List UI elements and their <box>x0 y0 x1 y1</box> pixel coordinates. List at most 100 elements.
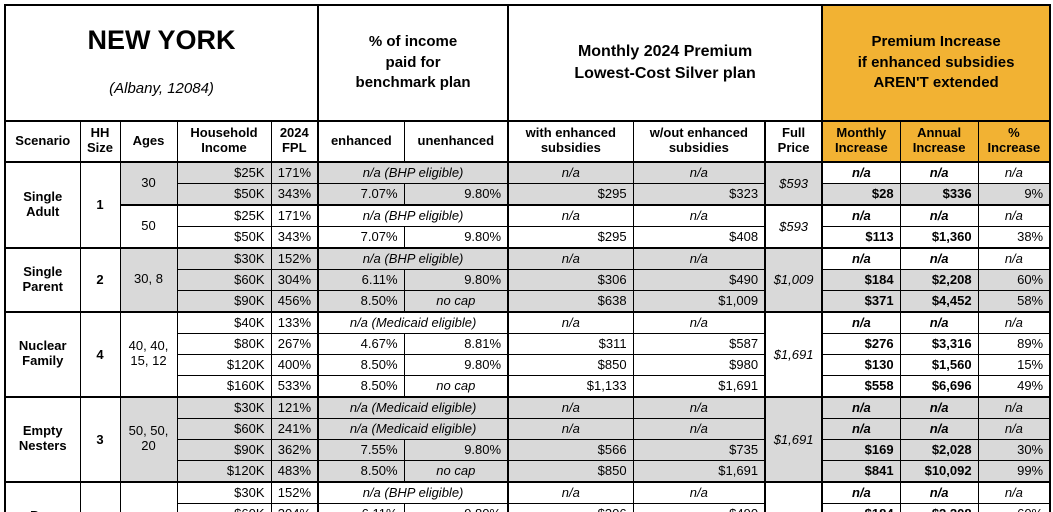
monthly-increase-cell: n/a <box>821 480 901 504</box>
table-row: $160K 533% 8.50% no cap $1,133 $1,691 $558 $6,6… <box>5 374 1051 398</box>
ages-cell: 60, 60 <box>119 480 178 512</box>
unenhanced-pct-cell: 9.80% <box>403 182 509 206</box>
pct-increase-cell: 9% <box>977 182 1051 206</box>
annual-increase-cell: n/a <box>899 395 979 419</box>
annual-increase-cell: $2,028 <box>899 438 979 461</box>
table-row: 50 $25K 171% n/a (BHP eligible) n/a n/a $593 n/… <box>5 203 1051 249</box>
wout-subsidies-cell: n/a <box>632 417 766 440</box>
benchmark-eligibility-cell: n/a (Medicaid eligible) <box>317 310 509 334</box>
income-cell: $90K <box>176 289 272 313</box>
unenhanced-pct-cell: 8.81% <box>403 332 509 355</box>
fpl-cell: 152% <box>270 480 319 504</box>
full-price-cell: $1,187 <box>764 480 823 512</box>
pct-increase-cell: 49% <box>977 374 1051 398</box>
income-cell: $25K <box>176 161 272 184</box>
wout-subsidies-cell: $408 <box>632 225 766 249</box>
header-band-columns: Scenario HH Size Ages Household Income 2… <box>4 120 1051 163</box>
pct-increase-cell: 60% <box>977 268 1051 291</box>
scenario-cell: Empty Nesters <box>4 395 81 483</box>
state-title: NEW YORK <box>87 25 236 56</box>
monthly-increase-cell: $558 <box>821 374 901 398</box>
monthly-increase-cell: n/a <box>821 395 901 419</box>
hh-size-cell: 4 <box>79 310 121 398</box>
fpl-cell: 304% <box>270 502 319 512</box>
benchmark-eligibility-cell: n/a (BHP eligible) <box>317 161 509 184</box>
fpl-cell: 241% <box>270 417 319 440</box>
unenhanced-pct-cell: no cap <box>403 374 509 398</box>
benchmark-eligibility-cell: n/a (BHP eligible) <box>317 203 509 227</box>
wout-subsidies-cell: $1,691 <box>632 374 766 398</box>
col-header-hh-size: HH Size <box>79 120 121 163</box>
annual-increase-cell: n/a <box>899 310 979 334</box>
with-subsidies-cell: n/a <box>507 203 634 227</box>
wout-subsidies-cell: n/a <box>632 203 766 227</box>
annual-increase-cell: $2,208 <box>899 268 979 291</box>
fpl-cell: 171% <box>270 203 319 227</box>
monthly-increase-cell: $371 <box>821 289 901 313</box>
wout-subsidies-cell: n/a <box>632 246 766 270</box>
unenhanced-pct-cell: 9.80% <box>403 225 509 249</box>
monthly-increase-cell: n/a <box>821 246 901 270</box>
table-header: NEW YORK (Albany, 12084) % of income pai… <box>4 4 1051 163</box>
ages-cell: 50, 50, 20 <box>119 395 178 483</box>
monthly-increase-cell: n/a <box>821 417 901 440</box>
benchmark-eligibility-cell: n/a (Medicaid eligible) <box>317 395 509 419</box>
income-cell: $30K <box>176 480 272 504</box>
income-cell: $30K <box>176 395 272 419</box>
with-subsidies-cell: $1,133 <box>507 374 634 398</box>
table-row: Single Adult 1 30 $25K 171% n/a (BHP eligible… <box>4 161 1051 249</box>
wout-subsidies-cell: $587 <box>632 332 766 355</box>
table-row: $120K 400% 8.50% 9.80% $850 $980 $130 $1,560 15% <box>5 353 1051 376</box>
with-subsidies-cell: $566 <box>507 438 634 461</box>
fpl-cell: 121% <box>270 395 319 419</box>
monthly-increase-cell: $28 <box>821 182 901 206</box>
with-subsidies-cell: n/a <box>507 395 634 419</box>
state-location: (Albany, 12084) <box>109 80 214 98</box>
benchmark-eligibility-cell: n/a (Medicaid eligible) <box>317 417 509 440</box>
income-cell: $60K <box>176 417 272 440</box>
full-price-cell: $1,009 <box>764 246 823 313</box>
scenario-cell: Single Adult <box>4 161 81 249</box>
enhanced-pct-cell: 8.50% <box>317 353 405 376</box>
annual-increase-cell: n/a <box>899 480 979 504</box>
annual-increase-cell: $1,360 <box>899 225 979 249</box>
enhanced-pct-cell: 7.55% <box>317 438 405 461</box>
table-row: Empty Nesters 3 50, 50, 20 $30K 121% n/a (Med… <box>4 395 1051 483</box>
table-row: $90K 362% 7.55% 9.80% $566 $735 $169 $2,028 30% <box>5 438 1051 461</box>
income-cell: $50K <box>176 225 272 249</box>
fpl-cell: 133% <box>270 310 319 334</box>
enhanced-pct-cell: 4.67% <box>317 332 405 355</box>
monthly-increase-cell: n/a <box>821 310 901 334</box>
hh-size-cell: 1 <box>79 161 121 249</box>
monthly-increase-cell: $184 <box>821 502 901 512</box>
col-header-enhanced: enhanced <box>317 120 405 163</box>
premium-group-header: Monthly 2024 Premium Lowest-Cost Silver … <box>507 4 823 122</box>
fpl-cell: 362% <box>270 438 319 461</box>
enhanced-pct-cell: 8.50% <box>317 374 405 398</box>
with-subsidies-cell: n/a <box>507 417 634 440</box>
income-cell: $90K <box>176 438 272 461</box>
pct-increase-cell: 99% <box>977 459 1051 483</box>
benchmark-eligibility-cell: n/a (BHP eligible) <box>317 246 509 270</box>
wout-subsidies-cell: $1,009 <box>632 289 766 313</box>
scenario-cell: Pre-Retirees <box>4 480 81 512</box>
ages-cell: 50 <box>119 203 178 249</box>
pct-increase-cell: 58% <box>977 289 1051 313</box>
fpl-cell: 343% <box>270 182 319 206</box>
unenhanced-pct-cell: 9.80% <box>403 502 509 512</box>
with-subsidies-cell: $638 <box>507 289 634 313</box>
pct-increase-cell: 30% <box>977 438 1051 461</box>
unenhanced-pct-cell: 9.80% <box>403 268 509 291</box>
income-cell: $80K <box>176 332 272 355</box>
unenhanced-pct-cell: 9.80% <box>403 353 509 376</box>
income-cell: $60K <box>176 268 272 291</box>
wout-subsidies-cell: $490 <box>632 502 766 512</box>
table-row: $120K 483% 8.50% no cap $850 $1,691 $841 $10,09… <box>5 459 1051 483</box>
table-body: Single Adult 1 30 $25K 171% n/a (BHP eligible… <box>4 161 1051 512</box>
fpl-cell: 267% <box>270 332 319 355</box>
col-header-pct-increase: % Increase <box>977 120 1051 163</box>
col-header-full-price: Full Price <box>764 120 823 163</box>
